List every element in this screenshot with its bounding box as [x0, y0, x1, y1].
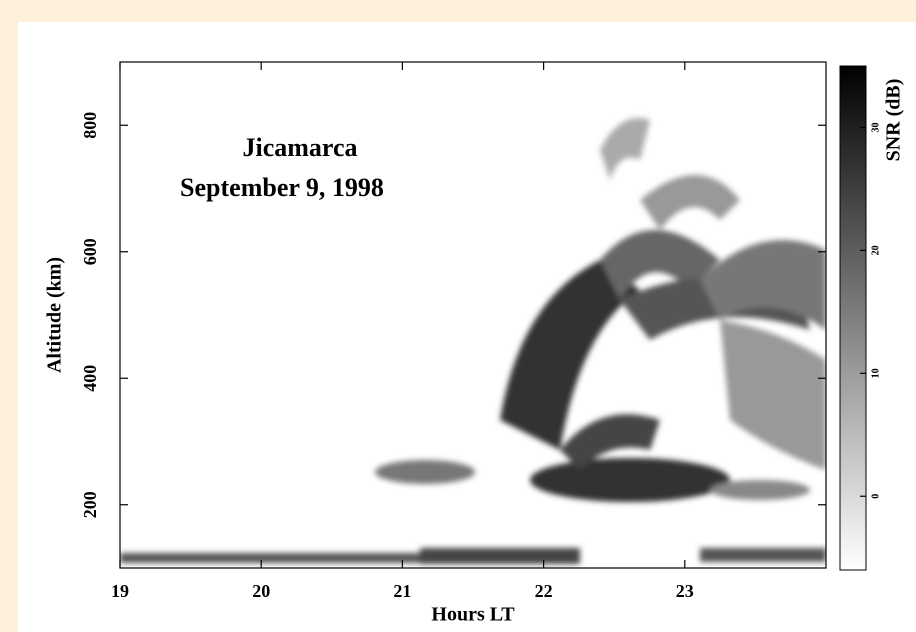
colorbar-tick-label: 0	[870, 494, 881, 499]
top-band	[0, 0, 916, 22]
x-tick-label: 23	[676, 581, 694, 601]
colorbar-tick-label: 20	[870, 245, 881, 255]
echo-pattern	[120, 118, 826, 564]
colorbar-tick-label: 10	[870, 368, 881, 378]
x-tick-label: 19	[111, 581, 129, 601]
x-tick-label: 22	[535, 581, 553, 601]
slide-panel	[18, 22, 916, 632]
x-axis-label: Hours LT	[431, 604, 515, 626]
plot-frame	[119, 61, 827, 569]
colorbar-label: SNR (dB)	[883, 79, 905, 162]
x-tick-label: 21	[393, 581, 411, 601]
y-tick-label: 400	[80, 365, 100, 392]
colorbar-tick-label: 30	[870, 122, 881, 132]
annotation: September 9, 1998	[180, 173, 384, 202]
annotation: Jicamarca	[242, 133, 357, 162]
y-axis-label: Altitude (km)	[44, 257, 66, 373]
y-tick-label: 800	[80, 112, 100, 139]
colorbar	[839, 65, 867, 571]
y-tick-label: 600	[80, 238, 100, 265]
y-tick-label: 200	[80, 491, 100, 518]
x-tick-label: 20	[252, 581, 270, 601]
